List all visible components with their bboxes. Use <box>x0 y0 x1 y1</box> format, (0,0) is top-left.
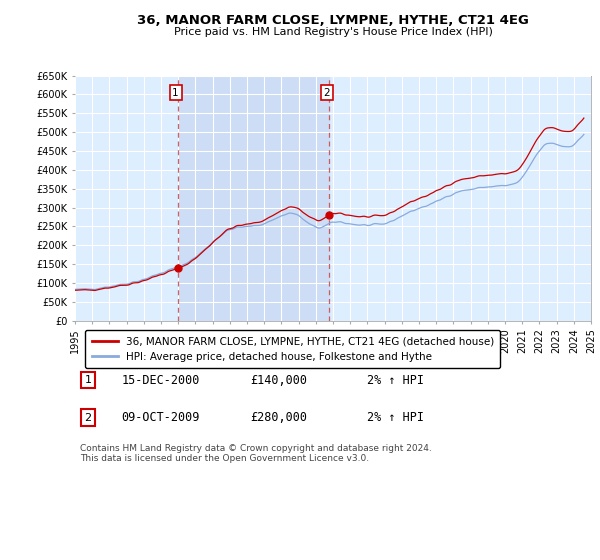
Text: 2: 2 <box>85 413 91 423</box>
Text: £140,000: £140,000 <box>250 374 307 386</box>
Text: 1: 1 <box>85 375 91 385</box>
Legend: 36, MANOR FARM CLOSE, LYMPNE, HYTHE, CT21 4EG (detached house), HPI: Average pri: 36, MANOR FARM CLOSE, LYMPNE, HYTHE, CT2… <box>85 330 500 368</box>
Text: 1: 1 <box>172 88 179 98</box>
Text: 09-OCT-2009: 09-OCT-2009 <box>121 411 200 424</box>
Text: 2% ↑ HPI: 2% ↑ HPI <box>367 411 424 424</box>
Text: 15-DEC-2000: 15-DEC-2000 <box>121 374 200 386</box>
Text: 36, MANOR FARM CLOSE, LYMPNE, HYTHE, CT21 4EG: 36, MANOR FARM CLOSE, LYMPNE, HYTHE, CT2… <box>137 14 529 27</box>
Text: Contains HM Land Registry data © Crown copyright and database right 2024.
This d: Contains HM Land Registry data © Crown c… <box>80 444 432 463</box>
Text: £280,000: £280,000 <box>250 411 307 424</box>
Text: Price paid vs. HM Land Registry's House Price Index (HPI): Price paid vs. HM Land Registry's House … <box>173 27 493 37</box>
Text: 2% ↑ HPI: 2% ↑ HPI <box>367 374 424 386</box>
Bar <box>178 76 329 321</box>
Text: 2: 2 <box>323 88 330 98</box>
